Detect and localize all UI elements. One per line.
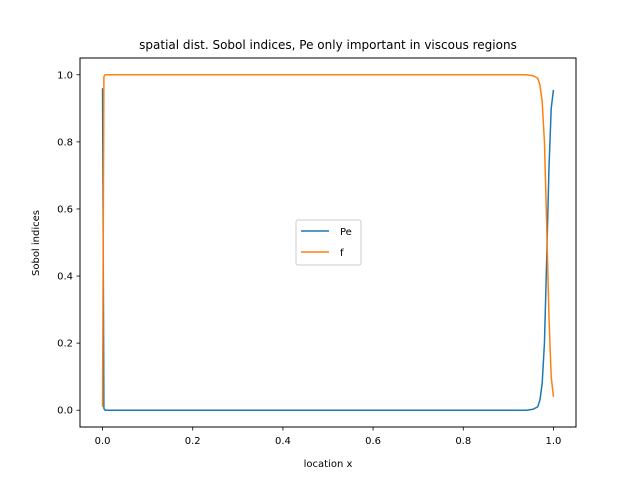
legend: Pe f bbox=[295, 219, 362, 266]
x-tick-label: 1.0 bbox=[546, 436, 562, 447]
y-axis-label: Sobol indices bbox=[31, 210, 42, 276]
chart-title: spatial dist. Sobol indices, Pe only imp… bbox=[139, 38, 517, 52]
y-tick-label: 0.8 bbox=[57, 137, 73, 148]
x-tick-label: 0.4 bbox=[275, 436, 291, 447]
y-tick-label: 1.0 bbox=[57, 70, 73, 81]
y-tick-label: 0.2 bbox=[57, 339, 73, 350]
y-tick-label: 0.6 bbox=[57, 204, 73, 215]
legend-label-pe: Pe bbox=[340, 227, 352, 238]
plot-frame bbox=[79, 57, 577, 428]
x-tick-label: 0.0 bbox=[95, 436, 111, 447]
x-tick-label: 0.8 bbox=[455, 436, 471, 447]
y-tick-label: 0.4 bbox=[57, 272, 73, 283]
x-tick-label: 0.2 bbox=[185, 436, 201, 447]
series-line-pe bbox=[101, 88, 555, 411]
legend-label-f: f bbox=[340, 248, 344, 259]
plot-lines bbox=[101, 74, 555, 411]
y-axis-ticks: 0.0 0.2 0.4 0.6 0.8 1.0 bbox=[57, 70, 80, 417]
y-tick-label: 0.0 bbox=[57, 406, 73, 417]
x-tick-label: 0.6 bbox=[365, 436, 381, 447]
x-axis-ticks: 0.0 0.2 0.4 0.6 0.8 1.0 bbox=[95, 427, 562, 447]
series-line-f bbox=[101, 74, 555, 407]
x-axis-label: location x bbox=[304, 459, 353, 470]
